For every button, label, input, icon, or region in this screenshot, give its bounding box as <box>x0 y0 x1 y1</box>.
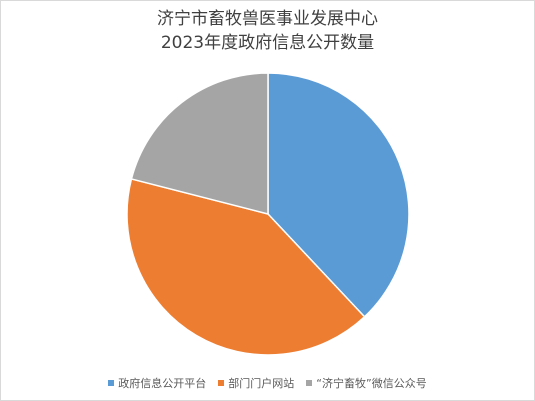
legend-item-3: “济宁畜牧”微信公众号 <box>306 375 427 391</box>
chart-title-line-2: 2023年度政府信息公开数量 <box>160 33 375 53</box>
legend-label-2: 部门门户网站 <box>228 377 295 390</box>
legend-swatch-1 <box>108 380 115 386</box>
chart-title: 济宁市畜牧兽医事业发展中心 2023年度政府信息公开数量 <box>1 7 534 55</box>
legend-label-1: 政府信息公开平台 <box>118 377 207 390</box>
chart-legend: 政府信息公开平台 部门门户网站 “济宁畜牧”微信公众号 <box>1 375 534 391</box>
pie-slice-3 <box>130 72 269 215</box>
pie-slice-1 <box>267 72 410 318</box>
pie-slice-2 <box>126 178 366 356</box>
legend-item-1: 政府信息公开平台 <box>108 375 206 391</box>
legend-label-3: “济宁畜牧”微信公众号 <box>316 377 427 390</box>
legend-item-2: 部门门户网站 <box>218 375 294 391</box>
legend-swatch-3 <box>306 380 313 386</box>
legend-swatch-2 <box>218 380 225 386</box>
chart-title-line-1: 济宁市畜牧兽医事业发展中心 <box>157 9 378 29</box>
